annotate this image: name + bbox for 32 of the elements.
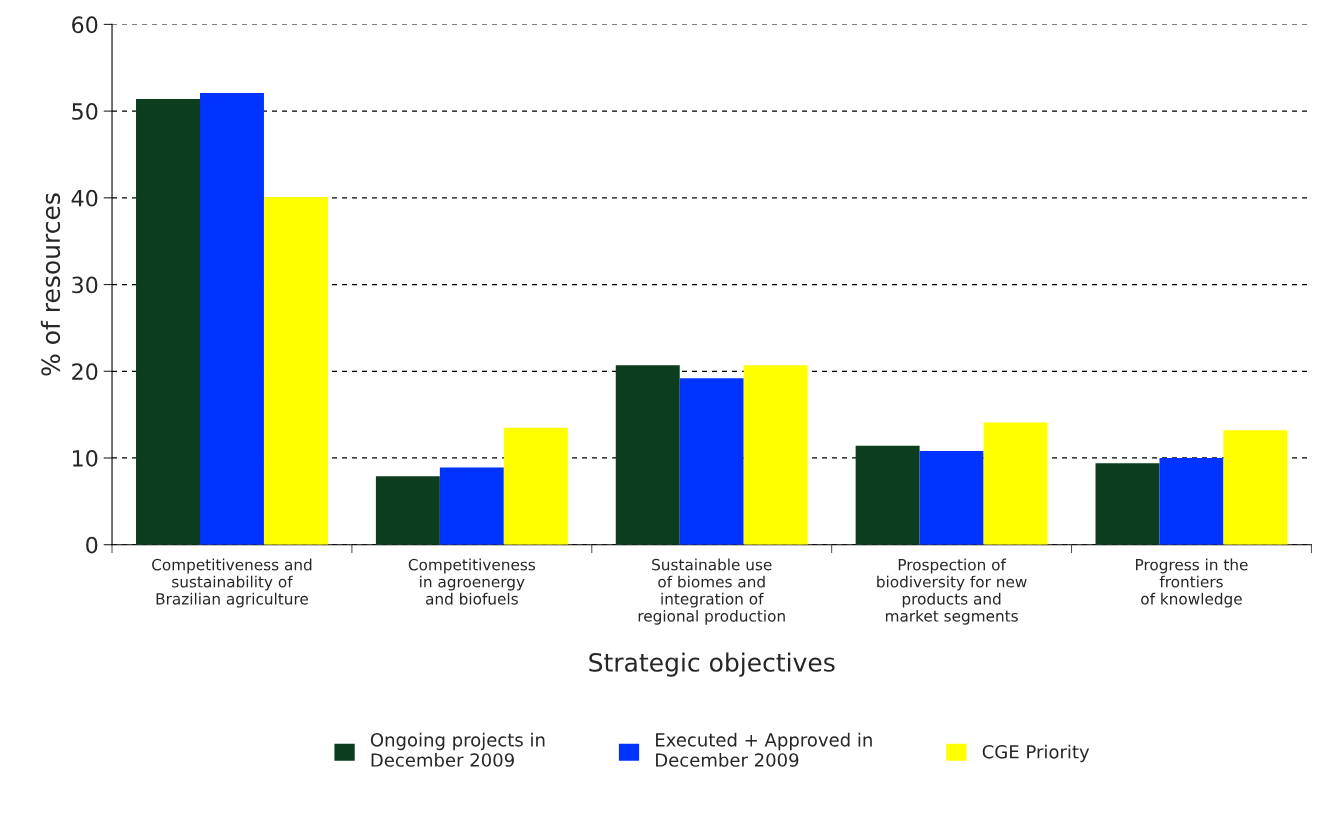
y-axis-title: % of resources — [40, 193, 61, 376]
legend-label: CGE Priority — [982, 744, 1090, 763]
bar — [1223, 430, 1288, 545]
y-tick-label: 20 — [72, 363, 98, 381]
legend-label: Executed + Approved in December 2009 — [656, 732, 872, 767]
bar — [855, 445, 920, 545]
x-tick-label: Competitiveness and sustainability of Brazilian agriculture — [152, 558, 312, 608]
bar — [136, 98, 200, 545]
x-tick-label: Sustainable use of biomes and integration of regional production — [638, 558, 785, 625]
legend-label: Ongoing projects in December 2009 — [370, 732, 545, 767]
y-tick-label: 60 — [72, 16, 98, 34]
bar — [503, 427, 568, 545]
bar — [919, 451, 984, 545]
bar — [1159, 457, 1224, 545]
x-tick-label: Prospection of biodiversity for new products and market segments — [877, 558, 1027, 625]
x-tick-label: Progress in the frontiers of knowledge — [1136, 558, 1248, 608]
x-tick-label: Competitiveness in agroenergy and biofuels — [408, 558, 536, 605]
bar — [375, 476, 440, 545]
bar — [743, 365, 808, 545]
y-tick-label: 40 — [71, 189, 98, 207]
bar — [679, 378, 744, 545]
y-tick-label: 50 — [72, 103, 98, 120]
bar — [439, 467, 504, 545]
bar — [1095, 463, 1160, 545]
x-axis-title: Strategic objectives — [589, 652, 835, 677]
y-tick-label: 10 — [73, 449, 98, 467]
bar — [615, 365, 680, 545]
y-tick-label: 0 — [86, 536, 98, 554]
bar — [983, 422, 1048, 545]
bar — [263, 196, 328, 545]
bar — [199, 92, 264, 545]
y-tick-label: 30 — [72, 276, 98, 294]
